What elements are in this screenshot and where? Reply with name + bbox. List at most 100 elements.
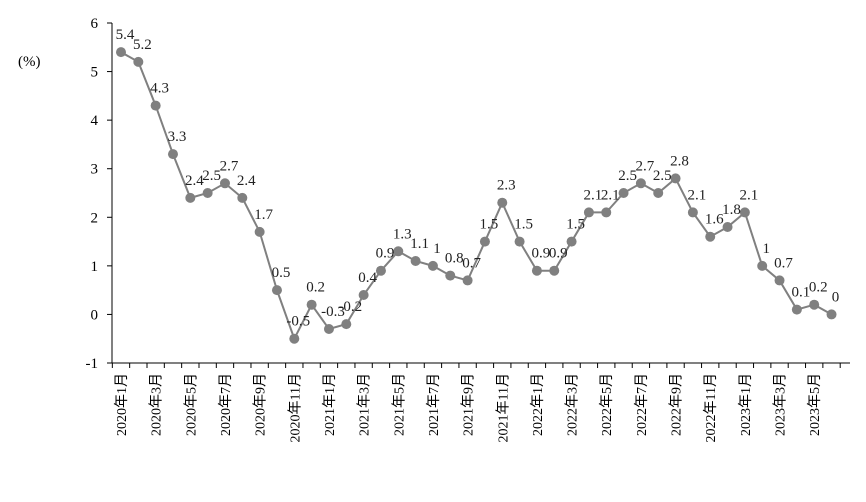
data-label: 1.6 xyxy=(705,212,724,228)
x-tick-label: 2020年3月 xyxy=(149,373,165,436)
data-label: 3.3 xyxy=(168,129,187,145)
x-tick-label: 2020年9月 xyxy=(253,373,269,436)
data-label: 2.8 xyxy=(670,153,689,169)
data-label: 1 xyxy=(433,241,441,257)
data-label: 2.4 xyxy=(185,173,204,189)
data-point xyxy=(739,207,750,218)
series-line-group xyxy=(120,51,833,342)
data-point xyxy=(289,333,300,344)
y-tick-label: 4 xyxy=(91,113,99,129)
data-point xyxy=(341,319,352,330)
x-tick-label: 2020年11月 xyxy=(287,373,303,442)
data-label: 4.3 xyxy=(150,81,169,97)
x-tick-label: 2022年9月 xyxy=(669,373,685,436)
data-point xyxy=(202,188,213,198)
data-label: -0.5 xyxy=(286,314,310,330)
data-label: 2.3 xyxy=(497,178,516,194)
data-label: 1.8 xyxy=(722,202,741,218)
data-point xyxy=(583,207,594,218)
x-tick-label: 2021年9月 xyxy=(461,373,477,436)
data-label: 2.1 xyxy=(688,187,707,203)
y-tick-label: 6 xyxy=(91,16,99,32)
x-tick-label: 2021年1月 xyxy=(322,373,338,436)
y-tick-label: -1 xyxy=(86,356,99,372)
data-label: 0.9 xyxy=(376,246,395,262)
data-label: 2.7 xyxy=(636,158,655,174)
data-point xyxy=(393,246,404,257)
data-label: 2.5 xyxy=(202,168,221,184)
x-tick-label: 2020年1月 xyxy=(114,373,130,436)
data-point xyxy=(271,285,282,296)
x-tick-label: 2022年11月 xyxy=(703,373,719,442)
data-label: 0.5 xyxy=(272,265,291,281)
data-label: 1 xyxy=(762,241,770,257)
data-label: 1.7 xyxy=(254,207,273,223)
data-label: 0.4 xyxy=(358,270,377,286)
y-tick-label: 0 xyxy=(91,307,99,323)
y-axis-unit-label: (%) xyxy=(18,54,41,70)
data-point xyxy=(150,100,161,111)
data-point xyxy=(791,304,802,315)
data-label: 2.1 xyxy=(740,187,759,203)
y-tick-label: 2 xyxy=(91,210,99,226)
y-tick-label: 3 xyxy=(91,162,99,178)
data-point xyxy=(410,256,421,266)
data-label: 0.2 xyxy=(809,280,828,296)
x-tick-label: 2020年7月 xyxy=(218,373,234,436)
data-point xyxy=(826,309,837,320)
data-point xyxy=(254,226,265,237)
data-point xyxy=(566,236,577,247)
data-label: 2.7 xyxy=(220,158,239,174)
data-point xyxy=(549,265,560,276)
x-tick-label: 2023年1月 xyxy=(738,373,754,436)
data-label: 2.1 xyxy=(601,187,620,203)
data-point xyxy=(809,299,820,310)
x-tick-label: 2022年1月 xyxy=(530,373,546,436)
data-point xyxy=(219,178,230,189)
x-tick-label: 2020年5月 xyxy=(183,373,199,436)
data-label: 0.2 xyxy=(306,280,325,296)
data-label: 0 xyxy=(832,289,840,305)
data-point xyxy=(462,275,473,286)
data-point xyxy=(670,173,681,184)
data-point xyxy=(323,324,334,334)
axes: -1 0 1 2 3 4 5 6 2020年1月 2020年3月 2020年5月 2020年7月 202… xyxy=(86,16,850,442)
data-point xyxy=(185,192,196,203)
x-tick-label: 2021年7月 xyxy=(426,373,442,436)
data-point xyxy=(237,192,248,203)
data-label: 2.1 xyxy=(584,187,603,203)
data-point xyxy=(445,270,456,281)
data-point xyxy=(618,188,629,198)
data-label: 1.3 xyxy=(393,226,412,242)
data-point xyxy=(497,197,508,208)
data-label: 0.1 xyxy=(791,285,810,301)
y-tick-label: 5 xyxy=(91,65,99,81)
data-point xyxy=(375,265,386,276)
data-label: 1.1 xyxy=(410,236,429,252)
x-tick-label: 2021年3月 xyxy=(357,373,373,436)
data-point xyxy=(774,275,785,286)
data-point xyxy=(722,222,733,232)
x-tick-label: 2022年3月 xyxy=(565,373,581,436)
data-point xyxy=(653,188,664,198)
data-label: 0.8 xyxy=(445,251,464,267)
data-label: -0.2 xyxy=(338,299,362,315)
y-tick-label: 1 xyxy=(91,259,99,275)
data-point xyxy=(531,265,542,276)
data-label: 1.5 xyxy=(514,217,533,233)
data-point xyxy=(167,149,178,160)
x-tick-label: 2023年3月 xyxy=(773,373,789,436)
data-point xyxy=(687,207,698,218)
data-label: 2.5 xyxy=(653,168,672,184)
x-tick-label: 2022年5月 xyxy=(599,373,615,436)
data-label: 5.4 xyxy=(116,27,135,43)
series-line xyxy=(120,51,833,342)
data-point xyxy=(427,260,438,271)
x-tick-label: 2021年11月 xyxy=(495,373,511,442)
data-labels-group: 5.45.24.33.32.42.52.72.41.70.5-0.50.2-0.… xyxy=(116,27,840,330)
series-points-group xyxy=(116,47,837,344)
data-label: 5.2 xyxy=(133,37,152,53)
data-point xyxy=(479,236,490,247)
